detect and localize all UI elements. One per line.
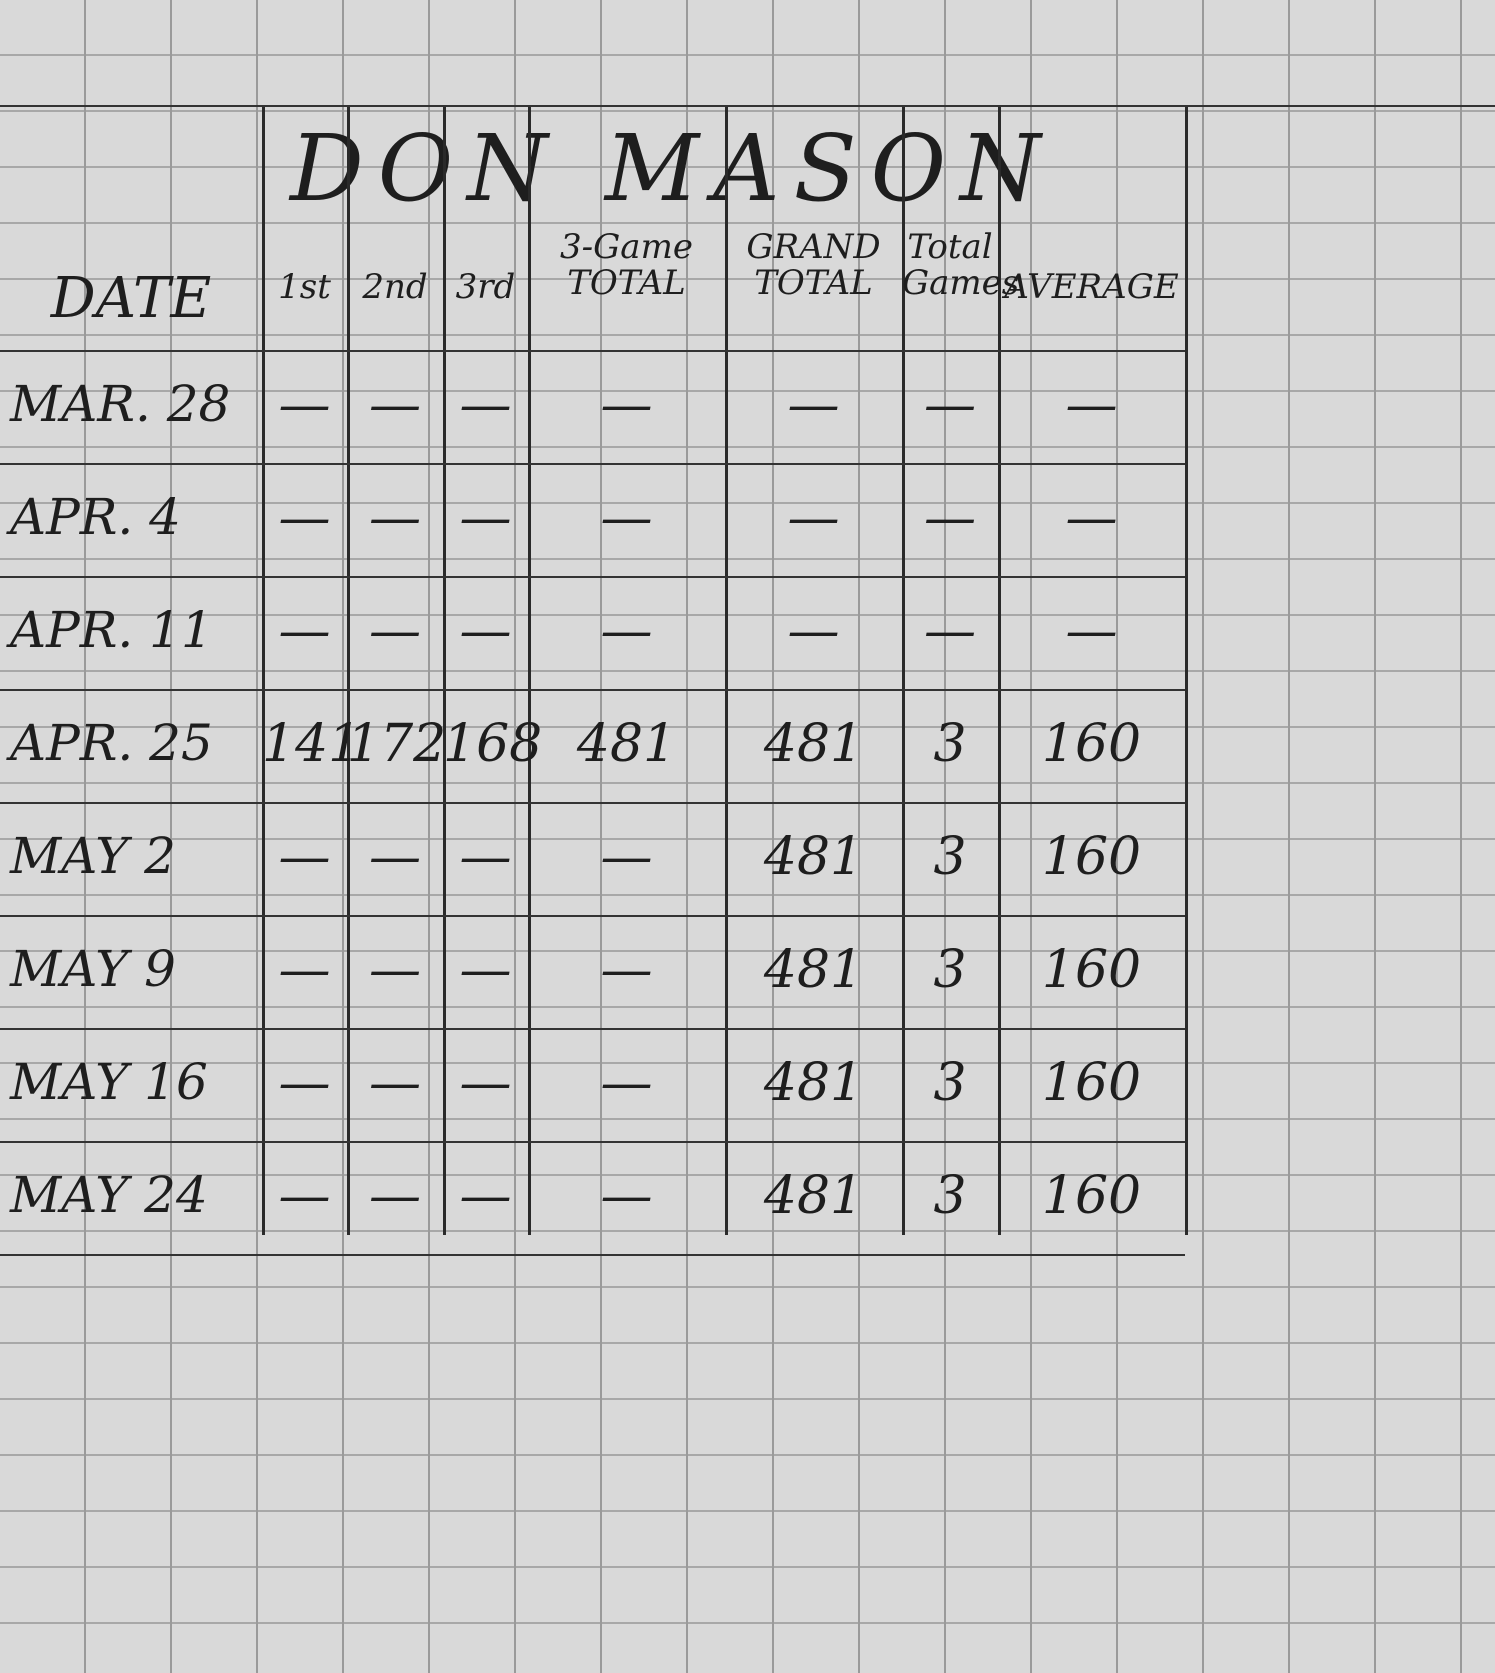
- score-cell-total-games: 3: [933, 1053, 967, 1113]
- score-cell-g1: 141: [262, 714, 362, 774]
- row-date: APR. 25: [10, 714, 213, 772]
- score-cell-average: 160: [1041, 714, 1142, 774]
- row-rule: [0, 1254, 1185, 1256]
- score-cell-g1: —: [278, 940, 331, 1000]
- score-cell-total-games: —: [924, 375, 976, 435]
- column-header: 1st: [278, 267, 331, 307]
- score-cell-grand-total: —: [787, 488, 840, 548]
- score-cell-three-game-total: —: [600, 488, 653, 548]
- score-cell-three-game-total: —: [600, 601, 653, 661]
- score-cell-average: —: [1065, 601, 1118, 661]
- score-cell-grand-total: 481: [763, 940, 864, 1000]
- score-cell-g2: 172: [347, 714, 447, 774]
- score-cell-g2: —: [369, 375, 421, 435]
- row-date: MAR. 28: [10, 375, 231, 433]
- column-divider: [347, 105, 350, 1235]
- score-cell-g2: —: [369, 827, 421, 887]
- column-divider: [902, 105, 905, 1235]
- score-card: DON MASON DATE 1st 2nd 3rd 3-Game TOTAL GRAND…: [0, 105, 1495, 1256]
- row-date: APR. 11: [10, 601, 213, 659]
- column-divider: [998, 105, 1001, 1235]
- score-cell-three-game-total: —: [600, 1053, 653, 1113]
- score-cell-g3: —: [459, 1166, 512, 1226]
- score-cell-g2: —: [369, 1166, 421, 1226]
- score-cell-g1: —: [278, 375, 331, 435]
- score-cell-average: —: [1065, 375, 1118, 435]
- score-cell-g3: —: [459, 940, 512, 1000]
- score-cell-grand-total: 481: [763, 1053, 864, 1113]
- score-cell-g3: 168: [443, 714, 543, 774]
- score-cell-three-game-total: —: [600, 827, 653, 887]
- row-date: MAY 9: [10, 940, 176, 998]
- column-header: 2nd: [362, 267, 428, 307]
- score-cell-g3: —: [459, 601, 512, 661]
- score-cell-average: 160: [1041, 940, 1142, 1000]
- score-cell-average: 160: [1041, 1166, 1142, 1226]
- row-rule: [0, 915, 1185, 917]
- score-cell-g2: —: [369, 601, 421, 661]
- score-cell-three-game-total: 481: [576, 714, 677, 774]
- row-rule: [0, 1028, 1185, 1030]
- header-rule: [0, 350, 1185, 352]
- score-cell-g1: —: [278, 827, 331, 887]
- score-cell-g2: —: [369, 940, 421, 1000]
- score-cell-g3: —: [459, 375, 512, 435]
- top-rule: [0, 105, 1495, 107]
- row-date: MAY 2: [10, 827, 176, 885]
- score-cell-g1: —: [278, 1053, 331, 1113]
- column-divider: [1185, 105, 1188, 1235]
- score-cell-g3: —: [459, 1053, 512, 1113]
- score-cell-g1: —: [278, 601, 331, 661]
- row-date: APR. 4: [10, 488, 181, 546]
- row-rule: [0, 463, 1185, 465]
- column-header: 3rd: [455, 267, 516, 307]
- score-cell-total-games: 3: [933, 714, 967, 774]
- row-rule: [0, 576, 1185, 578]
- column-divider: [262, 105, 265, 1235]
- column-header: GRAND TOTAL: [746, 227, 881, 303]
- column-header: 3-Game TOTAL: [560, 227, 693, 303]
- row-rule: [0, 802, 1185, 804]
- score-cell-grand-total: 481: [763, 714, 864, 774]
- column-header: AVERAGE: [1004, 267, 1179, 307]
- score-cell-g3: —: [459, 488, 512, 548]
- column-divider: [725, 105, 728, 1235]
- row-rule: [0, 1141, 1185, 1143]
- score-cell-g2: —: [369, 1053, 421, 1113]
- column-header: Total Games: [902, 227, 1020, 303]
- score-cell-grand-total: —: [787, 601, 840, 661]
- score-cell-average: 160: [1041, 827, 1142, 887]
- score-cell-total-games: —: [924, 488, 976, 548]
- score-cell-g1: —: [278, 1166, 331, 1226]
- column-divider: [443, 105, 446, 1235]
- score-cell-total-games: 3: [933, 940, 967, 1000]
- score-cell-average: —: [1065, 488, 1118, 548]
- column-header: DATE: [50, 266, 212, 331]
- score-cell-g1: —: [278, 488, 331, 548]
- score-cell-grand-total: 481: [763, 827, 864, 887]
- row-rule: [0, 689, 1185, 691]
- score-cell-total-games: —: [924, 601, 976, 661]
- score-cell-total-games: 3: [933, 827, 967, 887]
- row-date: MAY 16: [10, 1053, 208, 1111]
- score-cell-grand-total: 481: [763, 1166, 864, 1226]
- score-cell-three-game-total: —: [600, 375, 653, 435]
- column-divider: [528, 105, 531, 1235]
- score-cell-average: 160: [1041, 1053, 1142, 1113]
- score-cell-grand-total: —: [787, 375, 840, 435]
- score-cell-g2: —: [369, 488, 421, 548]
- score-cell-total-games: 3: [933, 1166, 967, 1226]
- score-cell-g3: —: [459, 827, 512, 887]
- bowler-name: DON MASON: [290, 115, 1055, 222]
- row-date: MAY 24: [10, 1166, 208, 1224]
- score-cell-three-game-total: —: [600, 940, 653, 1000]
- score-cell-three-game-total: —: [600, 1166, 653, 1226]
